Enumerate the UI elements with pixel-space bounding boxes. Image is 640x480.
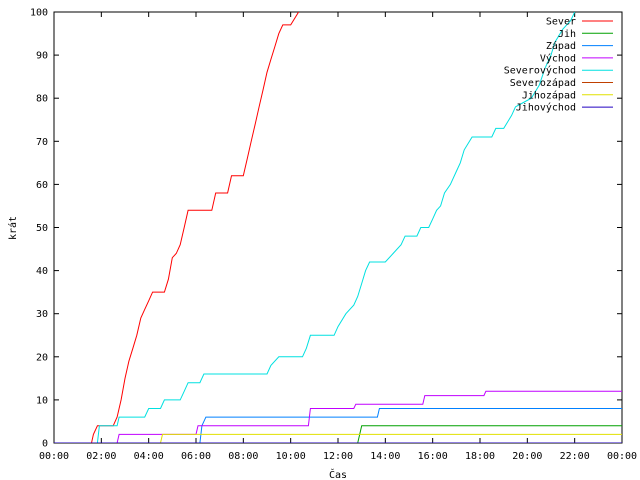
x-tick-label: 06:00 bbox=[181, 451, 211, 462]
legend-label-jihozapad: Jihozápad bbox=[522, 89, 576, 101]
x-tick-label: 02:00 bbox=[86, 451, 116, 462]
series-line-vychod bbox=[54, 390, 622, 443]
y-axis: 0 10 20 30 40 50 60 70 80 90 100 bbox=[30, 8, 622, 450]
legend-label-severozapad: Severozápad bbox=[510, 77, 576, 89]
y-tick-label: 80 bbox=[36, 94, 48, 105]
x-tick-label: 10:00 bbox=[276, 451, 306, 462]
x-tick-label: 16:00 bbox=[418, 451, 448, 462]
y-tick-label: 70 bbox=[36, 137, 48, 148]
x-tick-label: 14:00 bbox=[370, 451, 400, 462]
x-tick-label: 04:00 bbox=[134, 451, 164, 462]
x-tick-label: 00:00 bbox=[39, 451, 69, 462]
series-line-severovychod bbox=[96, 12, 576, 443]
legend-label-severovychod: Severovýchod bbox=[504, 65, 576, 77]
y-tick-label: 10 bbox=[36, 395, 48, 406]
x-tick-label: 18:00 bbox=[465, 451, 495, 462]
y-tick-label: 40 bbox=[36, 266, 48, 277]
legend-label-jihovychod: Jihovýchod bbox=[516, 102, 576, 114]
x-tick-label: 12:00 bbox=[323, 451, 353, 462]
y-tick-label: 20 bbox=[36, 352, 48, 363]
y-axis-label: krát bbox=[7, 216, 19, 240]
x-tick-label: 08:00 bbox=[228, 451, 258, 462]
y-tick-label: 90 bbox=[36, 51, 48, 62]
y-tick-label: 30 bbox=[36, 309, 48, 320]
series-line-jihozapad bbox=[54, 433, 622, 443]
series-line-zapad bbox=[54, 408, 622, 443]
series-lines bbox=[54, 12, 622, 443]
y-tick-label: 0 bbox=[42, 439, 48, 450]
y-tick-label: 100 bbox=[30, 8, 48, 19]
x-tick-label: 22:00 bbox=[560, 451, 590, 462]
legend-label-jih: Jih bbox=[558, 29, 576, 40]
x-tick-label: 20:00 bbox=[512, 451, 542, 462]
legend: SeverJihZápadVýchodSeverovýchodSeverozáp… bbox=[504, 17, 613, 114]
x-tick-label: 00:00 bbox=[607, 451, 637, 462]
series-line-sever bbox=[91, 12, 300, 443]
legend-label-vychod: Východ bbox=[540, 52, 576, 64]
y-tick-label: 50 bbox=[36, 223, 48, 234]
legend-label-zapad: Západ bbox=[546, 40, 576, 52]
y-tick-label: 60 bbox=[36, 180, 48, 191]
x-axis: 00:00 02:00 04:00 06:00 08:00 10:00 12:00 14:00… bbox=[39, 12, 637, 462]
x-axis-label: Čas bbox=[329, 468, 347, 480]
legend-label-sever: Sever bbox=[546, 17, 576, 28]
